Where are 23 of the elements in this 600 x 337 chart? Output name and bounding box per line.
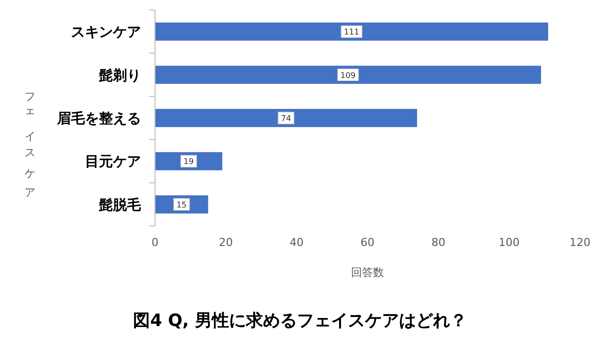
- x-tick-label: 40: [290, 236, 304, 249]
- y-tick-label: スキンケア: [71, 24, 141, 41]
- x-tick-label: 120: [570, 236, 590, 249]
- x-tick-label: 100: [498, 236, 520, 249]
- y-tick-label: 目元ケア: [85, 154, 141, 170]
- data-label: 15: [176, 200, 187, 210]
- y-tick-label: 髭脱毛: [98, 196, 142, 214]
- x-axis-title: 回答数: [351, 266, 384, 279]
- data-label: 74: [280, 114, 292, 123]
- bar: [155, 108, 418, 128]
- x-tick-label: 0: [152, 236, 158, 249]
- y-tick-label: 髭剃り: [98, 66, 141, 84]
- bar: [155, 66, 542, 84]
- x-tick-label: 20: [218, 236, 233, 249]
- data-label: 111: [344, 28, 360, 37]
- x-tick-label: 80: [431, 236, 446, 249]
- text: 図4 Q, 男性に求めるフェイスケアはどれ？: [133, 311, 467, 331]
- bar: [155, 22, 548, 41]
- y-tick-label: 眉毛を整える: [56, 110, 141, 127]
- x-tick-label: 60: [360, 236, 374, 249]
- data-label: 109: [340, 70, 356, 80]
- data-label: 19: [184, 157, 194, 166]
- y-axis-title: フェイスケア: [24, 85, 36, 199]
